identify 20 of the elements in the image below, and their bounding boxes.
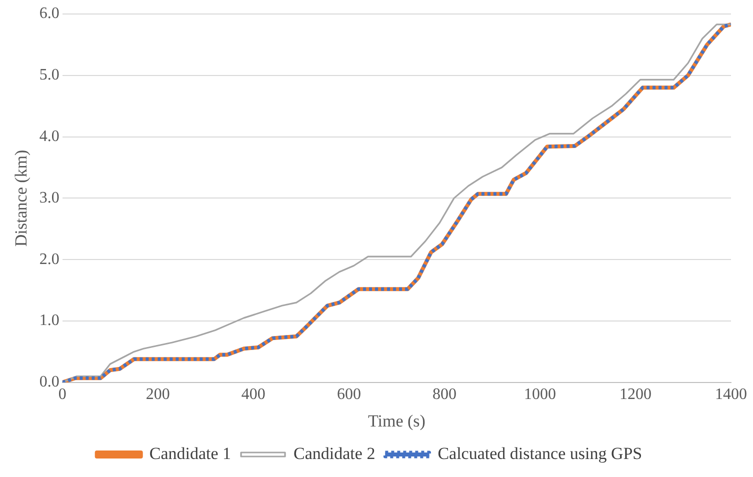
y-tick-label: 0.0 [39, 374, 60, 391]
x-tick-label: 200 [146, 386, 170, 404]
y-tick-label: 2.0 [39, 250, 60, 268]
y-tick-label: 4.0 [39, 128, 60, 146]
x-tick-label: 1400 [715, 386, 747, 404]
legend-label: Candidate 1 [149, 444, 232, 463]
x-axis-title: Time (s) [368, 411, 426, 430]
x-tick-label: 800 [432, 386, 456, 404]
y-tick-label: 6.0 [39, 5, 60, 22]
x-tick-label: 1000 [524, 386, 556, 404]
legend-label: Candidate 2 [294, 444, 376, 463]
y-axis-title: Distance (km) [12, 150, 31, 247]
x-tick-label: 400 [241, 386, 266, 404]
x-tick-label: 1200 [619, 386, 652, 404]
x-tick-label: 0 [58, 386, 66, 404]
y-tick-label: 3.0 [39, 189, 60, 206]
y-tick-label: 5.0 [39, 66, 60, 84]
x-tick-label: 600 [336, 386, 361, 404]
legend-label: Calcuated distance using GPS [438, 444, 642, 463]
y-tick-label: 1.0 [39, 312, 60, 330]
